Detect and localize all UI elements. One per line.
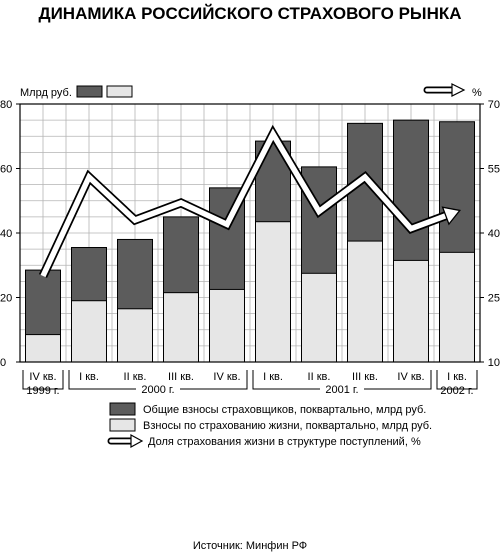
bar-life-premiums: [25, 334, 61, 363]
bar-life-premiums: [439, 251, 475, 363]
y-axis-left-tick-label: 40: [0, 228, 12, 240]
bar-life-premiums: [209, 288, 245, 363]
y-axis-right-tick-label: 55: [488, 164, 500, 176]
x-axis-category-label: I кв.: [447, 371, 467, 383]
y-axis-left-tick-label: 80: [0, 99, 12, 111]
x-axis-category-label: III кв.: [352, 371, 378, 383]
x-axis-category-label: III кв.: [168, 371, 194, 383]
x-axis-category-label: I кв.: [263, 371, 283, 383]
right-axis-unit-arrow-icon: [423, 83, 466, 97]
y-axis-left-tick-label: 60: [0, 164, 12, 176]
x-axis-category-label: II кв.: [124, 371, 147, 383]
year-bracket-line: [22, 370, 64, 390]
legend-arrow-icon: [107, 433, 144, 449]
year-group-label: 2001 г.: [325, 384, 358, 396]
year-bracket-line: [436, 370, 478, 390]
plot-area: 0 20 40 60 80 10 25 40 55 70 Млрд руб. % IV кв. I кв.…: [0, 83, 500, 397]
year-group-label: 2000 г.: [141, 384, 174, 396]
share-line: [40, 128, 450, 278]
year-group-bracket: 1999 г.: [22, 370, 64, 397]
year-label-background: [320, 382, 364, 396]
bar-life-premiums: [163, 292, 199, 363]
arrow-head: [451, 83, 466, 97]
y-axis-left-tick-label: 0: [0, 357, 6, 369]
legend-label-share: Доля страхования жизни в структуре посту…: [148, 436, 421, 448]
left-axis-unit: Млрд руб.: [20, 87, 72, 99]
legend: Общие взносы страховщиков, поквартально,…: [107, 402, 432, 449]
source-note: Источник: Минфин РФ: [193, 540, 307, 552]
x-axis-category-label: IV кв.: [29, 371, 56, 383]
y-axis-left-tick-label: 20: [0, 293, 12, 305]
bar-life-premiums: [255, 221, 291, 363]
bar-life-premiums: [301, 272, 337, 363]
bar-life-premiums: [117, 308, 153, 363]
x-axis-category-label: I кв.: [79, 371, 99, 383]
bar-life-premiums: [393, 259, 429, 363]
chart-title: ДИНАМИКА РОССИЙСКОГО СТРАХОВОГО РЫНКА: [38, 4, 461, 23]
legend-swatch-total: [109, 402, 136, 416]
bar-life-premiums: [347, 240, 383, 363]
unit-swatch-total: [76, 85, 103, 98]
y-axis-right-tick-label: 25: [488, 293, 500, 305]
year-label-background: [136, 382, 180, 396]
legend-swatch-life: [109, 418, 136, 432]
right-axis-unit: %: [472, 87, 482, 99]
share-line-arrowhead: [441, 206, 461, 226]
bar-life-premiums: [71, 300, 107, 363]
year-group-bracket: 2000 г.: [68, 370, 248, 396]
year-group-bracket: 2002 г.: [436, 370, 478, 397]
year-group-label: 2002 г.: [440, 385, 473, 397]
y-axis-right-tick-label: 10: [488, 357, 500, 369]
year-group-bracket: 2001 г.: [252, 370, 432, 396]
x-axis-category-label: II кв.: [308, 371, 331, 383]
y-axis-right-tick-label: 70: [488, 99, 500, 111]
x-axis-category-label: IV кв.: [213, 371, 240, 383]
legend-label-life: Взносы по страхованию жизни, поквартальн…: [143, 420, 432, 432]
legend-arrow-head: [130, 433, 144, 449]
y-axis-right-tick-label: 40: [488, 228, 500, 240]
x-axis-category-label: IV кв.: [397, 371, 424, 383]
unit-swatch-life: [106, 85, 133, 98]
legend-label-total: Общие взносы страховщиков, поквартально,…: [143, 404, 426, 416]
year-group-label: 1999 г.: [26, 385, 59, 397]
